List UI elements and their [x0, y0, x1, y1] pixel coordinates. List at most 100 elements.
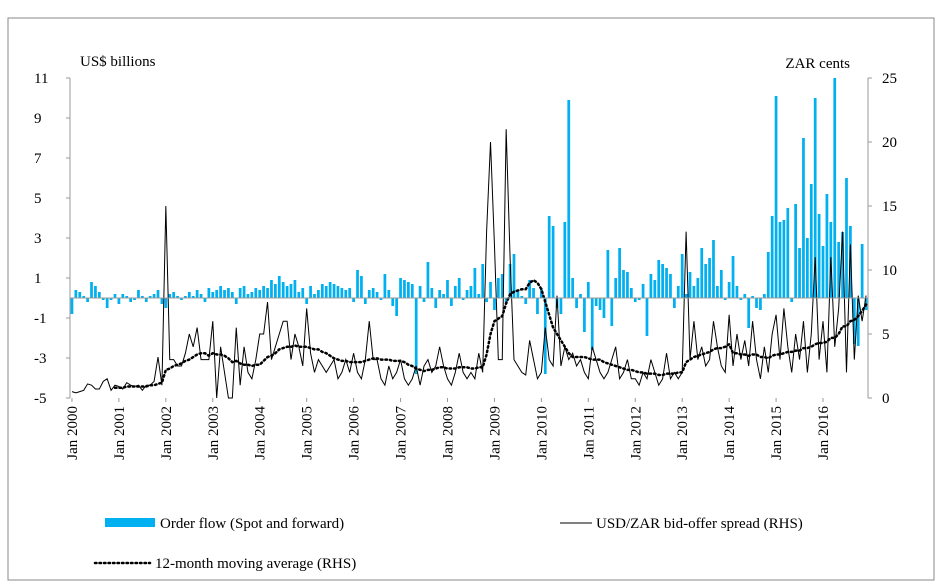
bar: [195, 290, 199, 298]
bar: [688, 272, 692, 298]
bar: [708, 258, 711, 298]
bar: [473, 268, 477, 298]
x-tick-label: Jan 2012: [628, 406, 644, 460]
bar: [403, 280, 406, 298]
bar: [786, 208, 790, 298]
bar: [520, 296, 524, 298]
x-tick-label: Jan 2007: [394, 406, 410, 460]
bar: [109, 298, 113, 300]
bar: [332, 284, 336, 298]
bar: [594, 298, 598, 306]
bar: [328, 282, 332, 298]
bar: [559, 298, 563, 314]
bar: [254, 288, 258, 298]
y2-axis-title: ZAR cents: [785, 56, 850, 72]
bar: [755, 298, 758, 308]
bar: [856, 298, 860, 346]
bar: [438, 290, 442, 298]
bar: [94, 286, 97, 298]
bar: [105, 298, 109, 308]
bar: [363, 298, 367, 304]
x-tick-label: Jan 2010: [534, 406, 550, 460]
bar: [637, 298, 641, 300]
bar: [641, 284, 645, 298]
x-tick-label: Jan 2009: [487, 406, 503, 460]
x-tick-label: Jan 2002: [159, 406, 175, 460]
bar: [684, 294, 688, 298]
bar: [430, 288, 434, 298]
chart-frame: [7, 17, 935, 581]
bar: [598, 298, 602, 310]
bar: [481, 264, 485, 298]
bar: [277, 276, 281, 298]
bar: [794, 204, 798, 298]
bar: [805, 238, 809, 298]
bar: [317, 290, 320, 298]
bar: [610, 298, 614, 326]
bar: [144, 298, 148, 302]
bar: [426, 262, 430, 298]
bar: [125, 296, 129, 298]
bar: [778, 222, 782, 298]
bar: [211, 292, 215, 298]
bar: [293, 280, 297, 298]
bar: [633, 298, 637, 302]
bar: [770, 216, 774, 298]
bar: [164, 298, 168, 308]
bar: [375, 292, 379, 298]
spread-line: [71, 129, 867, 399]
bar: [230, 292, 234, 298]
bar: [203, 298, 207, 302]
bar: [309, 286, 312, 298]
x-tick-label: Jan 2015: [769, 406, 785, 460]
bar: [418, 286, 422, 298]
bar: [297, 292, 301, 298]
bar: [140, 296, 144, 298]
bar: [680, 254, 684, 298]
bar: [723, 298, 727, 300]
bar: [798, 248, 801, 298]
bar: [743, 294, 747, 298]
bar: [191, 296, 195, 298]
y-tick-label: 5: [34, 191, 42, 207]
legend-label: USD/ZAR bid-offer spread (RHS): [596, 516, 803, 532]
bar: [567, 100, 571, 298]
bar: [348, 288, 352, 298]
x-tick-label: Jan 2004: [253, 406, 269, 460]
bar: [242, 286, 246, 298]
x-tick-label: Jan 2003: [206, 406, 222, 460]
bar: [508, 264, 512, 298]
x-tick-label: Jan 2014: [722, 406, 738, 460]
bar: [434, 298, 438, 308]
bar: [766, 252, 770, 298]
bar: [180, 298, 183, 300]
bar: [774, 96, 778, 298]
bar: [176, 296, 179, 298]
bar: [281, 282, 285, 298]
bar: [532, 288, 535, 298]
bar: [762, 294, 766, 298]
bar: [148, 296, 152, 298]
bar: [90, 282, 93, 298]
x-tick-label: Jan 2005: [300, 406, 316, 460]
bar: [391, 298, 395, 306]
y2-tick-label: 0: [882, 391, 890, 407]
bar: [313, 294, 316, 298]
bar: [395, 298, 399, 316]
bar: [352, 298, 355, 302]
bar: [649, 274, 653, 298]
bar: [590, 298, 594, 350]
bar: [727, 282, 731, 298]
bar: [512, 254, 516, 298]
bar: [563, 222, 567, 298]
bar: [461, 298, 465, 300]
bar: [579, 294, 582, 298]
bar: [301, 288, 305, 298]
y-tick-label: -5: [34, 391, 47, 407]
bar: [528, 280, 532, 298]
bar: [477, 294, 481, 298]
bar: [371, 288, 375, 298]
bar: [551, 226, 555, 298]
y2-tick-label: 10: [882, 263, 897, 279]
legend-label: 12-month moving average (RHS): [155, 556, 356, 572]
